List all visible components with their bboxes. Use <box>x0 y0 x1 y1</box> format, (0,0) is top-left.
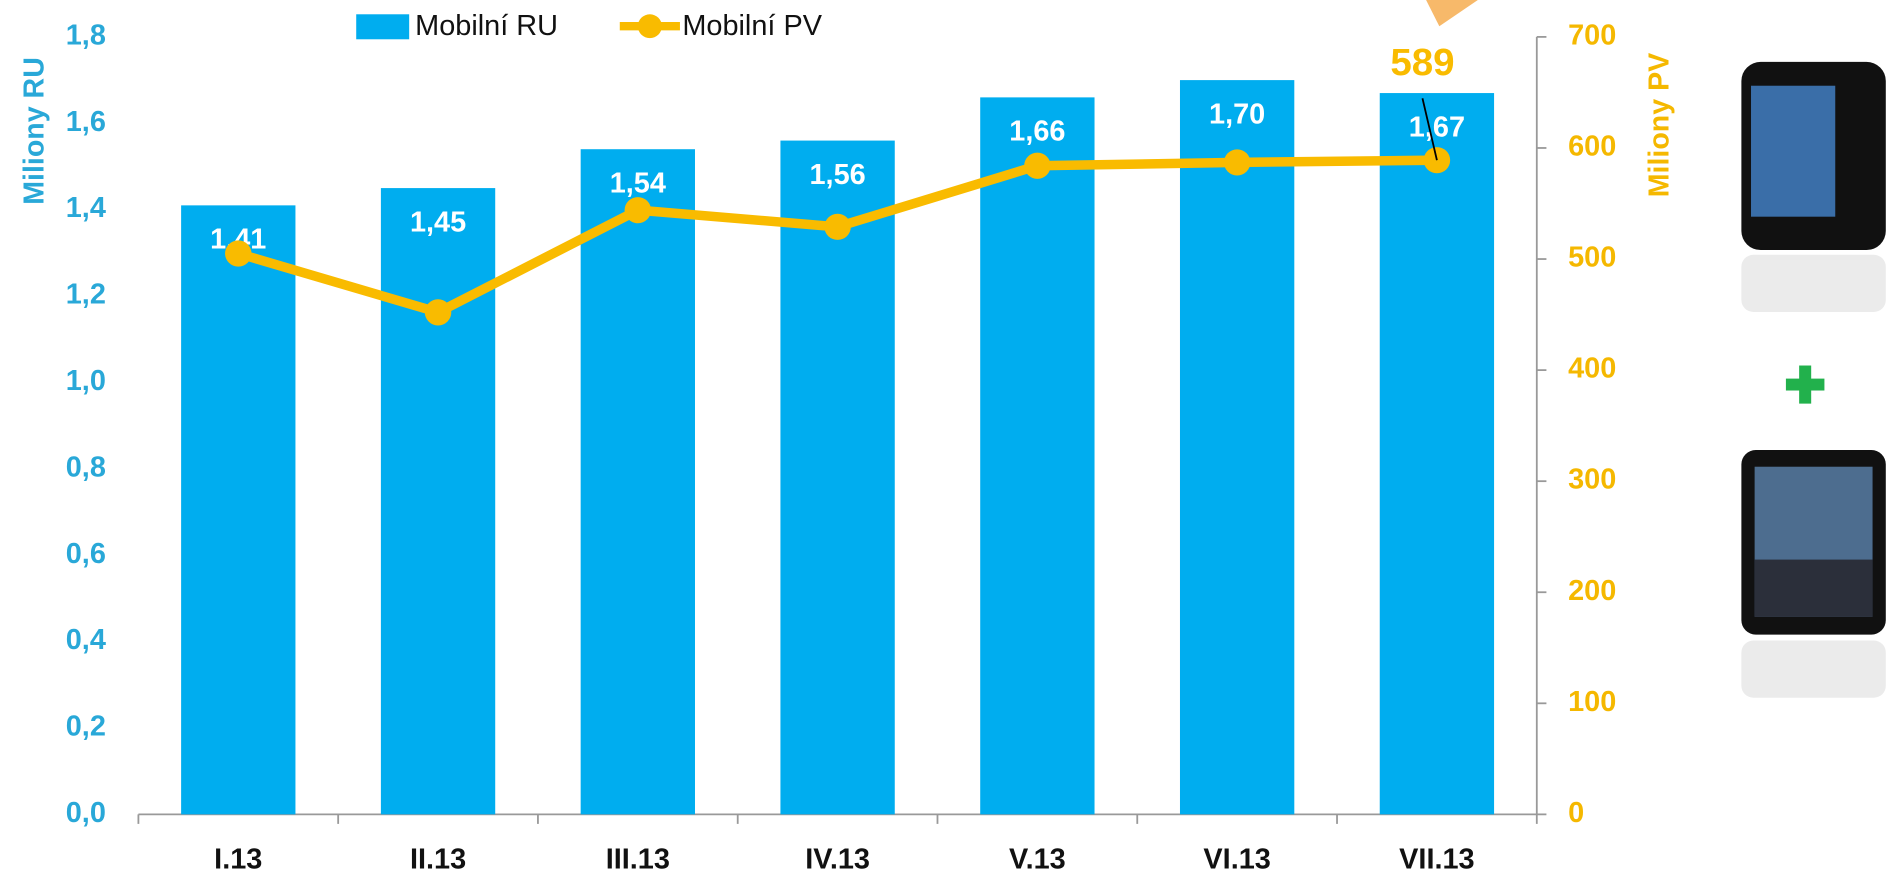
y-tick-label: 0,6 <box>66 538 106 570</box>
bar <box>980 97 1095 815</box>
legend-label: Mobilní PV <box>682 10 822 42</box>
plus-icon <box>1785 365 1825 404</box>
bar-value-label: 1,70 <box>1209 99 1265 131</box>
y-tick-label: 0,4 <box>66 624 106 656</box>
x-tick-label: VI.13 <box>1203 843 1270 875</box>
bar-value-label: 1,67 <box>1409 111 1465 143</box>
line-marker <box>1024 152 1051 179</box>
y2-tick-label: 100 <box>1568 686 1616 718</box>
legend-marker <box>637 14 662 39</box>
bar-value-label: 1,54 <box>610 168 666 200</box>
phone-icon <box>1741 61 1886 312</box>
y2-tick-label: 500 <box>1568 242 1616 274</box>
leader-line <box>1421 98 1438 161</box>
line-marker <box>824 213 851 240</box>
bar-value-label: 1,66 <box>1009 116 1065 148</box>
y2-tick-label: 200 <box>1568 575 1616 607</box>
y2-tick-label: 0 <box>1568 797 1584 829</box>
x-tick-label: I.13 <box>214 843 262 875</box>
y2-tick-label: 700 <box>1568 20 1616 52</box>
bar <box>580 149 695 815</box>
callout <box>1426 0 1478 27</box>
y2-tick-label: 300 <box>1568 464 1616 496</box>
bar <box>380 188 496 815</box>
y-tick-label: 0,2 <box>66 711 106 743</box>
legend-swatch <box>356 14 410 40</box>
y2-tick-label: 600 <box>1568 131 1616 163</box>
bar <box>1179 80 1295 815</box>
y-tick-label: 0,8 <box>66 452 106 484</box>
y-tick-label: 1,8 <box>66 20 106 52</box>
x-tick-label: II.13 <box>410 843 466 875</box>
line-marker <box>225 240 252 267</box>
legend-label: Mobilní RU <box>415 10 558 42</box>
x-tick-label: V.13 <box>1009 843 1066 875</box>
bar-value-label: 1,45 <box>410 206 466 238</box>
bar <box>1379 93 1495 815</box>
bar <box>780 140 895 815</box>
x-tick-label: IV.13 <box>805 843 870 875</box>
y-tick-label: 0,0 <box>66 797 106 829</box>
y-axis-title: Miliony RU <box>19 57 51 205</box>
y2-tick-label: 400 <box>1568 353 1616 385</box>
y-tick-label: 1,6 <box>66 106 106 138</box>
line-marker <box>424 299 452 326</box>
tablet-icon <box>1741 450 1886 698</box>
y2-axis-title: Miliony PV <box>1643 53 1675 197</box>
x-tick-label: VII.13 <box>1399 843 1474 875</box>
y-tick-label: 1,2 <box>66 279 106 311</box>
y-tick-label: 1,4 <box>66 192 106 224</box>
x-tick-label: III.13 <box>606 843 670 875</box>
bar-value-label: 1,56 <box>809 159 865 191</box>
line-marker <box>1223 149 1251 176</box>
line-value-label: 589 <box>1390 41 1454 84</box>
y-tick-label: 1,0 <box>66 365 106 397</box>
line-marker <box>624 197 652 224</box>
bar <box>181 205 296 815</box>
